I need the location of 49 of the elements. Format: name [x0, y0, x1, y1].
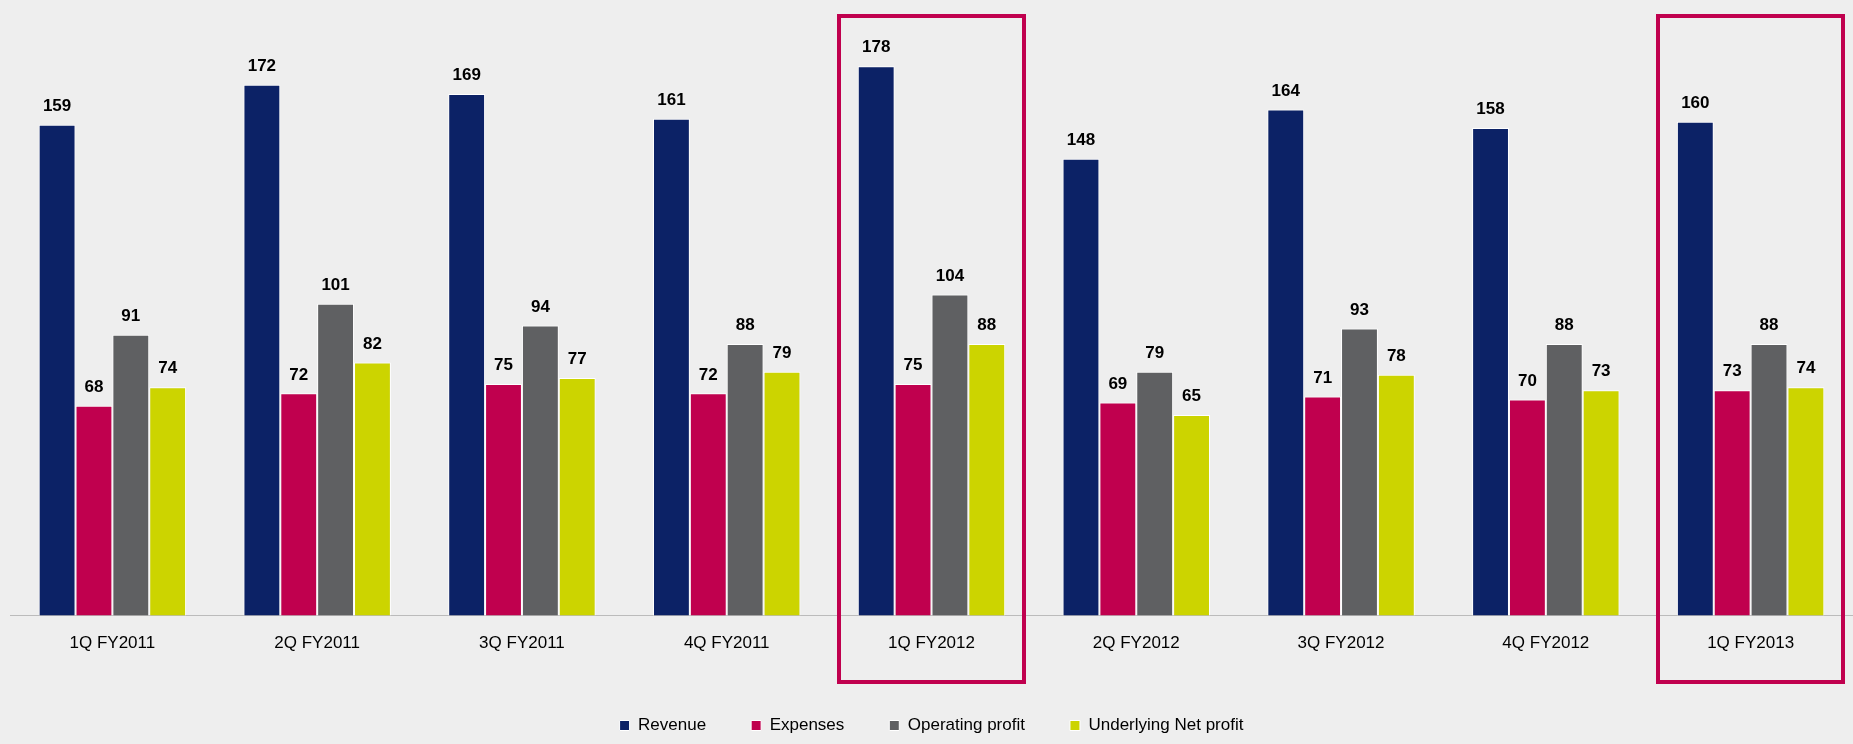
data-label: 172 [247, 55, 277, 75]
legend-label: Operating profit [907, 715, 1026, 735]
x-tick-label: 4Q FY2012 [1502, 633, 1590, 653]
data-label: 79 [772, 342, 792, 362]
data-label: 93 [1350, 299, 1369, 319]
data-label: 88 [977, 315, 997, 335]
data-label: 148 [1066, 129, 1096, 149]
data-label: 101 [321, 275, 350, 295]
legend-label: Revenue [638, 715, 707, 735]
data-label: 104 [935, 265, 965, 285]
data-label: 68 [84, 376, 104, 396]
data-label: 164 [1271, 80, 1301, 100]
x-tick-label: 1Q FY2011 [69, 633, 156, 653]
data-label: 91 [121, 305, 141, 325]
x-tick-label: 1Q FY2013 [1707, 633, 1795, 653]
data-label: 82 [363, 333, 382, 353]
data-label: 73 [1591, 361, 1611, 381]
data-label: 73 [1722, 361, 1742, 381]
data-label: 72 [698, 364, 718, 384]
data-label: 75 [494, 355, 513, 375]
data-label: 178 [862, 37, 891, 57]
data-label: 160 [1681, 92, 1710, 112]
data-label: 72 [289, 364, 309, 384]
data-label: 69 [1108, 373, 1128, 393]
data-label: 169 [452, 65, 481, 85]
legend-label: Expenses [769, 715, 845, 735]
data-label: 79 [1145, 342, 1165, 362]
data-label: 74 [1796, 358, 1816, 378]
data-label: 75 [903, 355, 923, 375]
data-label: 159 [42, 96, 72, 116]
x-tick-label: 1Q FY2012 [888, 633, 975, 653]
x-tick-label: 3Q FY2012 [1297, 633, 1385, 653]
x-tick-label: 2Q FY2011 [274, 633, 361, 653]
data-label: 74 [158, 358, 178, 378]
data-label: 88 [1554, 315, 1574, 335]
data-label: 88 [1759, 315, 1779, 335]
data-label: 161 [657, 89, 686, 109]
data-label: 158 [1476, 99, 1505, 119]
data-label: 71 [1313, 367, 1333, 387]
data-label: 70 [1517, 370, 1537, 390]
data-label: 77 [567, 349, 587, 369]
data-label: 94 [530, 296, 551, 316]
x-tick-label: 3Q FY2011 [479, 633, 565, 653]
x-tick-label: 2Q FY2012 [1092, 633, 1180, 653]
data-label: 78 [1386, 346, 1406, 366]
legend-label: Underlying Net profit [1088, 715, 1244, 735]
data-label: 65 [1182, 386, 1202, 406]
data-label: 88 [735, 315, 755, 335]
x-tick-label: 4Q FY2011 [683, 633, 770, 653]
